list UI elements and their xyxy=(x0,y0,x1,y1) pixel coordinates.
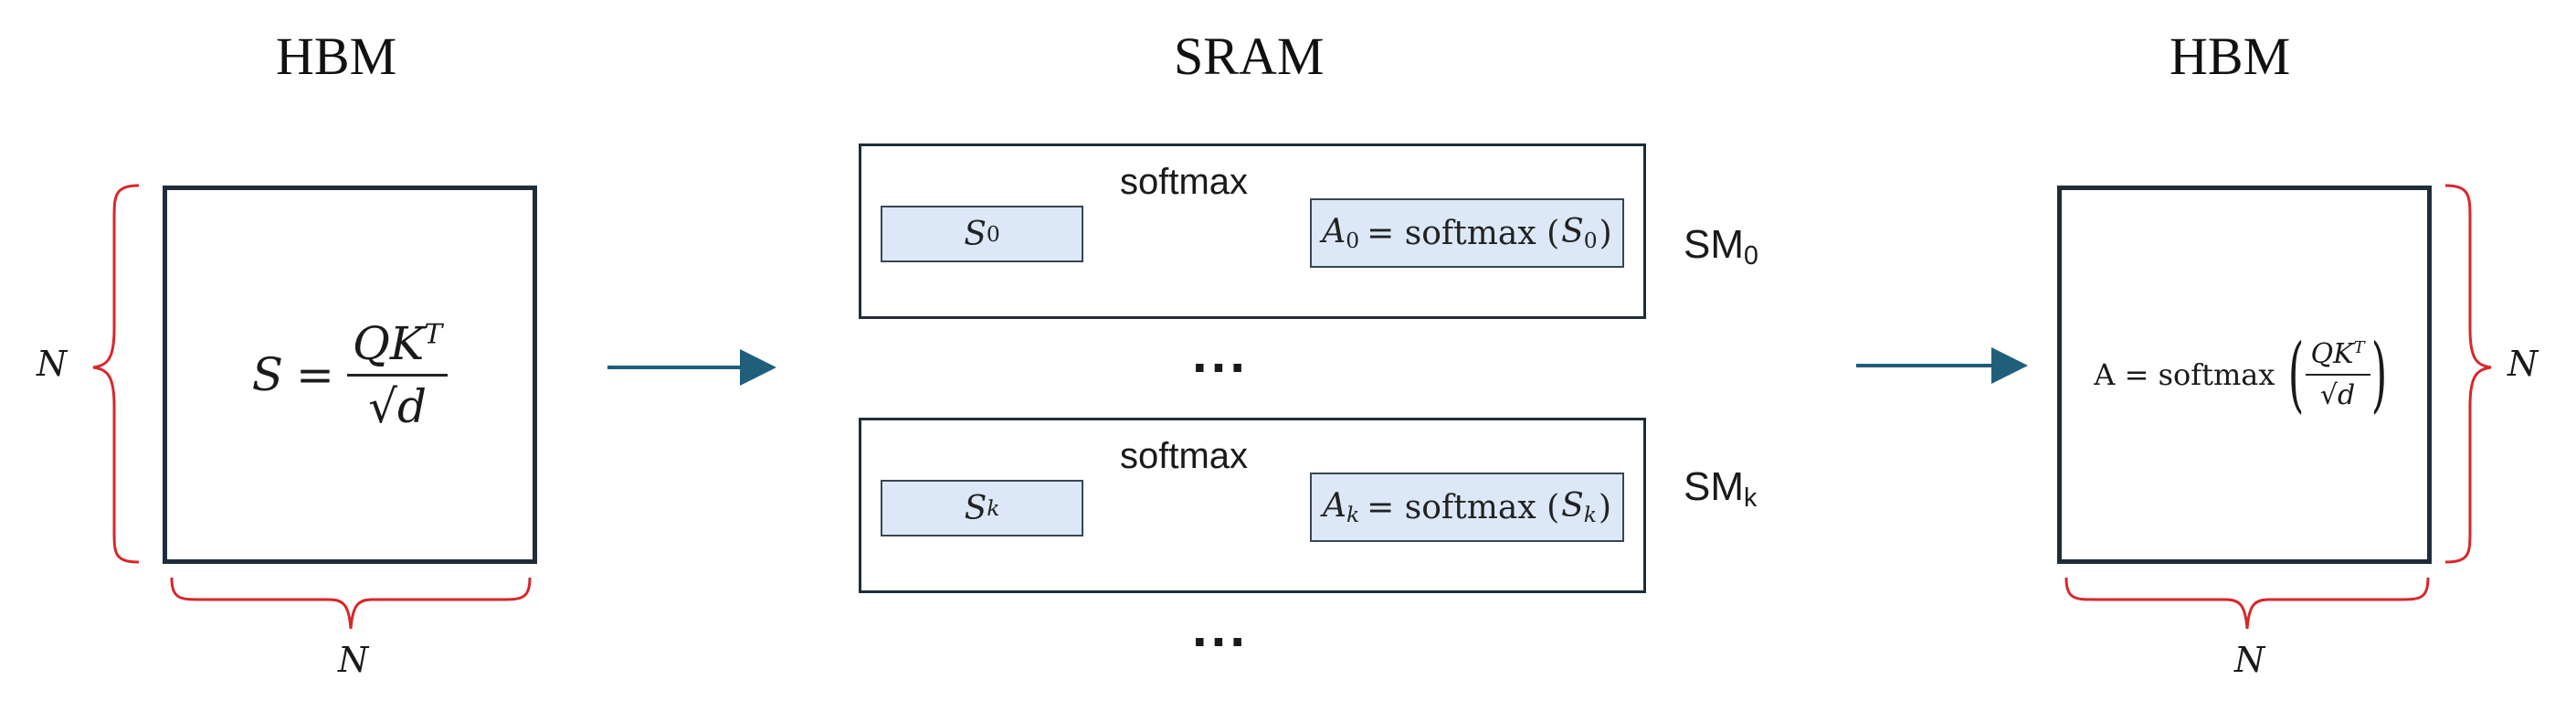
formula-fraction: QKT √d xyxy=(346,316,449,433)
a-formula-denominator: d xyxy=(2338,379,2356,411)
sm0-output-sub: 0 xyxy=(1346,227,1360,253)
paren-open: ( xyxy=(2288,326,2305,422)
smk-output-arg: S xyxy=(1561,487,1584,526)
ellipsis-bottom: ... xyxy=(1192,597,1250,658)
hbm-input-matrix: S = QKT √d xyxy=(163,186,537,564)
a-formula-numerator: QK xyxy=(2310,338,2354,370)
s-formula: S = QKT √d xyxy=(252,317,449,433)
hbm-output-matrix: A = softmax ( QKT √d ) xyxy=(2057,186,2432,564)
right-dim-vertical: N xyxy=(2507,344,2539,384)
smk-output-arg-sub: k xyxy=(1583,501,1597,527)
a-formula-transpose: T xyxy=(2353,338,2365,357)
sm0-input-base: S xyxy=(964,215,987,253)
sm0-op-label: softmax xyxy=(1120,162,1249,202)
smk-label: SMk xyxy=(1684,464,1757,514)
formula-s-symbol: S xyxy=(251,348,283,401)
smk-output-base: A xyxy=(1322,487,1346,526)
formula-denominator: d xyxy=(397,379,428,433)
a-formula: A = softmax ( QKT √d ) xyxy=(2094,334,2394,416)
formula-equals: = xyxy=(295,348,334,401)
smk-label-sub: k xyxy=(1744,483,1758,514)
sm0-label-sub: 0 xyxy=(1744,241,1758,271)
sm0-output-eq: = softmax ( xyxy=(1367,214,1560,252)
formula-transpose: T xyxy=(424,317,443,350)
left-horizontal-brace xyxy=(170,577,532,630)
smk-input-sub: k xyxy=(987,495,1000,521)
right-horizontal-brace xyxy=(2064,577,2430,630)
title-sram: SRAM xyxy=(1174,27,1325,86)
smk-output-close: ) xyxy=(1598,488,1612,526)
sm0-output-arg-sub: 0 xyxy=(1583,227,1598,253)
sm0-output-close: ) xyxy=(1599,214,1612,252)
smk-input-base: S xyxy=(964,489,987,527)
title-hbm-left: HBM xyxy=(276,27,397,86)
sm0-input-sub: 0 xyxy=(986,221,1000,247)
a-formula-fraction: QKT √d xyxy=(2305,338,2370,411)
sm0-output-arg: S xyxy=(1561,213,1584,251)
right-vertical-brace xyxy=(2444,184,2492,564)
smk-op-label: softmax xyxy=(1120,436,1249,476)
paren-close: ) xyxy=(2370,326,2387,422)
right-dim-horizontal: N xyxy=(2234,640,2265,680)
smk-output-sub: k xyxy=(1346,501,1360,527)
ellipsis-middle: ... xyxy=(1192,323,1250,384)
a-formula-lhs: A = softmax xyxy=(2094,357,2275,392)
sm0-output-cell: A0 = softmax (S0) xyxy=(1310,198,1624,268)
sm0-label: SM0 xyxy=(1684,222,1758,271)
left-vertical-brace xyxy=(92,184,140,564)
smk-output-cell: Ak = softmax (Sk) xyxy=(1310,473,1624,542)
left-dim-horizontal: N xyxy=(338,640,369,680)
title-hbm-right: HBM xyxy=(2170,27,2291,86)
smk-label-text: SM xyxy=(1684,464,1744,509)
smk-output-eq: = softmax ( xyxy=(1367,488,1560,526)
sm0-label-text: SM xyxy=(1684,222,1744,267)
left-dim-vertical: N xyxy=(37,344,68,384)
sm0-output-base: A xyxy=(1322,213,1346,251)
formula-numerator: QK xyxy=(352,316,425,370)
